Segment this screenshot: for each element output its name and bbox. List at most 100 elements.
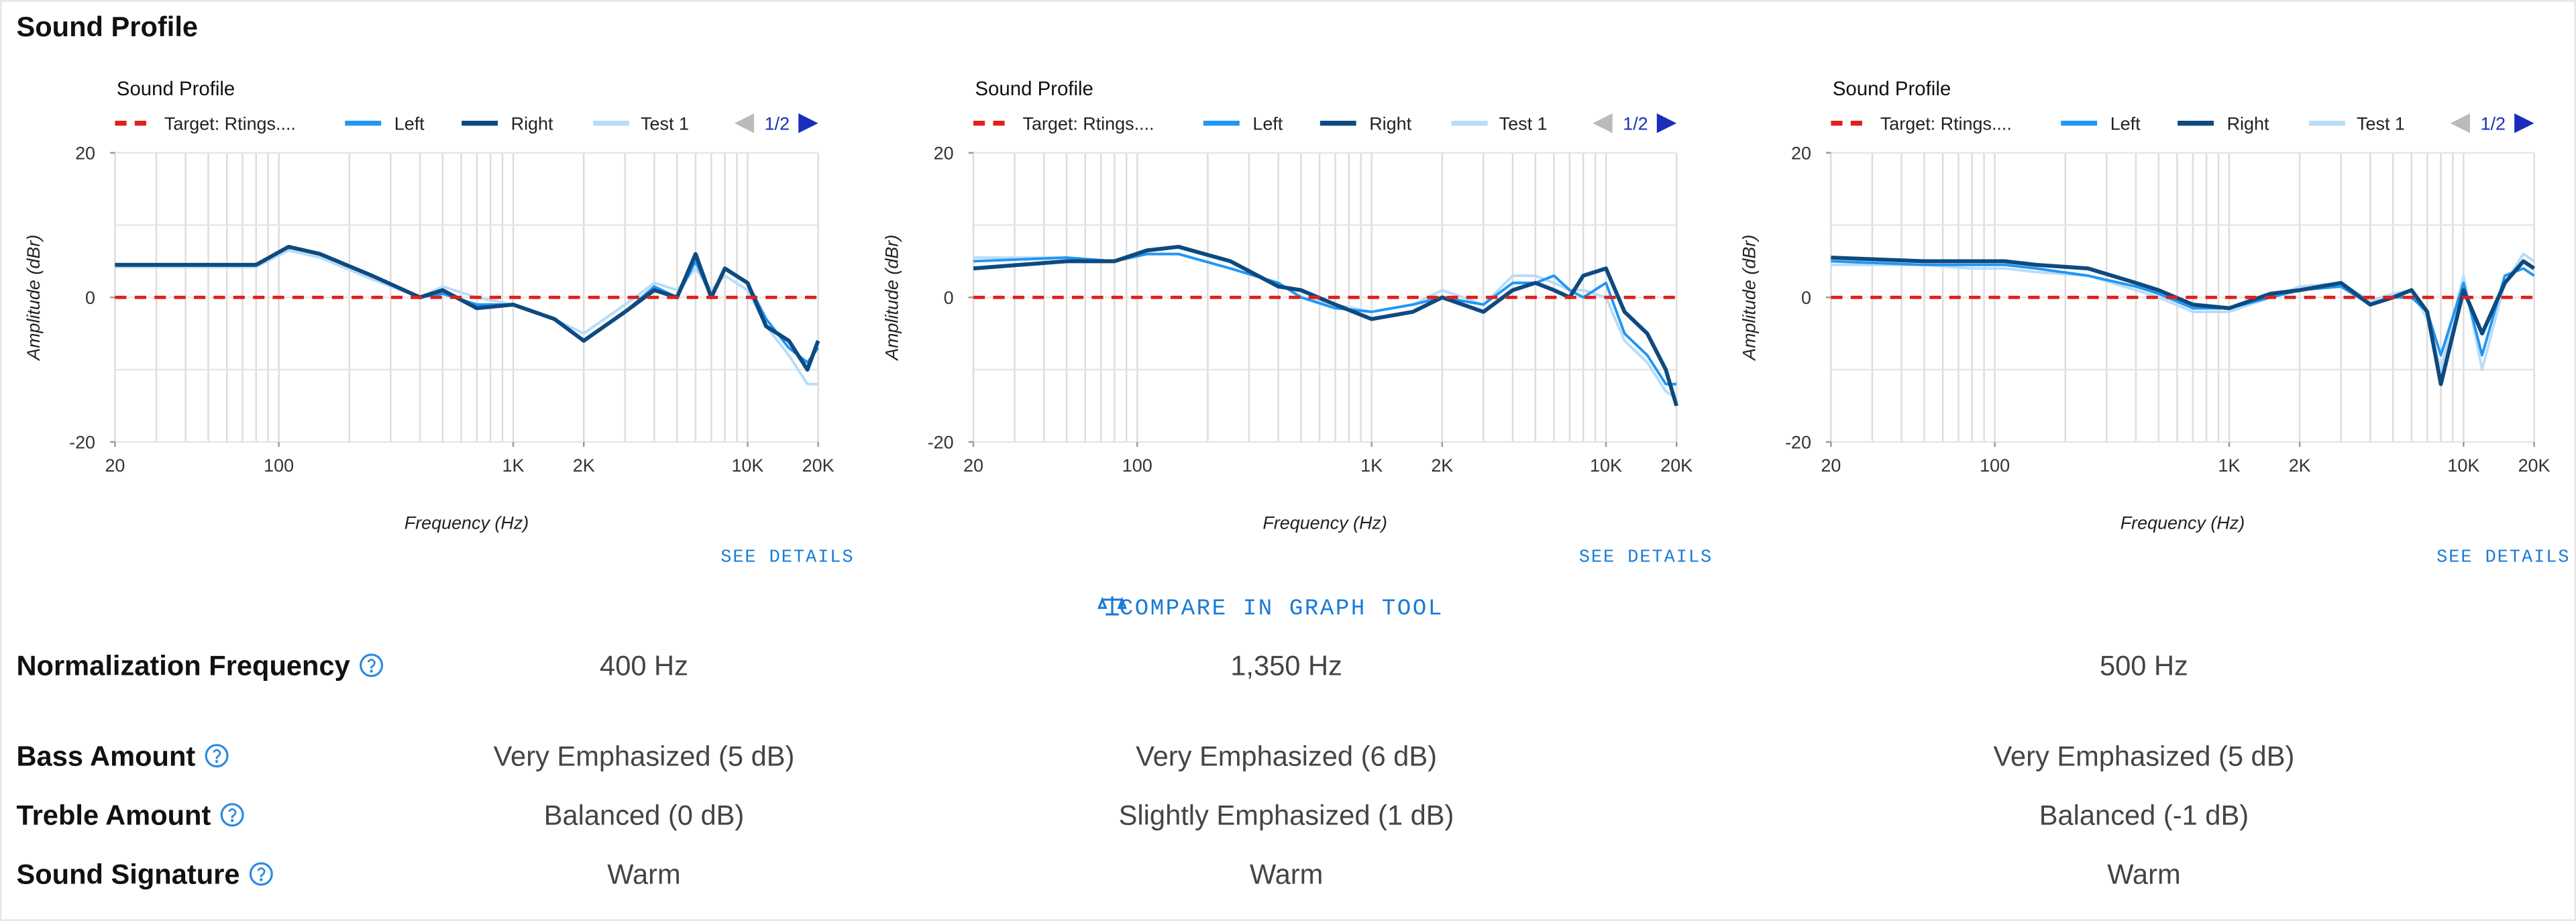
y-tick-label: 20 — [934, 144, 954, 164]
x-tick-label: 10K — [2447, 455, 2479, 476]
see-details[interactable]: SEE DETAILS — [720, 548, 854, 568]
row-value: Balanced (0 dB) — [544, 799, 745, 830]
legend-next[interactable] — [1656, 113, 1677, 133]
legend-label[interactable]: Target: Rtings.... — [1880, 114, 2012, 134]
legend-label[interactable]: Target: Rtings.... — [164, 114, 296, 134]
x-tick-label: 2K — [1431, 455, 1453, 476]
legend-page: 1/2 — [765, 114, 790, 134]
y-tick-label: 0 — [85, 288, 95, 308]
x-tick-label: 2K — [573, 455, 595, 476]
legend-label[interactable]: Test 1 — [2357, 114, 2405, 134]
help-icon[interactable] — [220, 803, 244, 827]
help-icon-mark — [367, 658, 376, 669]
charts: Sound Profile 20 0 -20 20 100 1K 2K 10K 20K Freque… — [23, 78, 2570, 568]
help-icon[interactable] — [205, 744, 229, 768]
legend-next[interactable] — [798, 113, 818, 133]
help-icon-dot — [230, 819, 234, 822]
x-axis-label: Frequency (Hz) — [405, 513, 529, 533]
chart-panel: Sound Profile 20 0 -20 20 100 1K 2K 10K 20K Freque… — [881, 78, 1713, 568]
y-tick-label: -20 — [69, 433, 95, 453]
y-axis-label: Amplitude (dBr) — [881, 235, 902, 362]
x-tick-label: 20 — [105, 455, 125, 476]
x-axis-label: Frequency (Hz) — [1263, 513, 1387, 533]
legend-label[interactable]: Right — [2227, 114, 2269, 134]
legend-prev[interactable] — [2450, 113, 2471, 133]
legend-prev[interactable] — [1593, 113, 1613, 133]
chart-panel: Sound Profile 20 0 -20 20 100 1K 2K 10K 20K Freque… — [1739, 78, 2570, 568]
row-value: Balanced (-1 dB) — [2039, 799, 2249, 830]
see-details[interactable]: SEE DETAILS — [2436, 548, 2570, 568]
x-tick-label: 100 — [264, 455, 294, 476]
legend-label[interactable]: Right — [511, 114, 553, 134]
row-label: Normalization Frequency — [16, 650, 350, 682]
row-value: 500 Hz — [2100, 650, 2188, 682]
y-axis-label: Amplitude (dBr) — [23, 235, 44, 362]
legend-prev[interactable] — [734, 113, 755, 133]
chart-panel: Sound Profile 20 0 -20 20 100 1K 2K 10K 20K Freque… — [23, 78, 854, 568]
row-value: Warm — [2107, 859, 2180, 890]
y-tick-label: 20 — [75, 144, 95, 164]
x-tick-label: 20K — [802, 455, 835, 476]
spec-table: Normalization Frequency 400 Hz 1,350 Hz 500… — [16, 650, 2294, 890]
help-icon-mark — [213, 749, 221, 759]
row-label: Bass Amount — [16, 740, 195, 771]
y-tick-label: 0 — [944, 288, 954, 308]
x-tick-label: 1K — [2218, 455, 2241, 476]
legend-label[interactable]: Left — [2110, 114, 2141, 134]
legend-page: 1/2 — [2481, 114, 2506, 134]
y-tick-label: -20 — [928, 433, 954, 453]
row-label: Sound Signature — [16, 859, 239, 890]
row-value: Very Emphasized (5 dB) — [1993, 740, 2294, 771]
row-value: Very Emphasized (6 dB) — [1136, 740, 1437, 771]
compare-link[interactable]: COMPARE IN GRAPH TOOL — [1120, 596, 1444, 622]
y-tick-label: 0 — [1801, 288, 1811, 308]
help-icon-mark — [228, 808, 237, 818]
x-tick-label: 100 — [1980, 455, 2010, 476]
x-tick-label: 20K — [2518, 455, 2551, 476]
row-value: 1,350 Hz — [1230, 650, 1342, 682]
help-icon-mark — [257, 867, 266, 877]
help-icon[interactable] — [360, 653, 384, 678]
legend-label[interactable]: Test 1 — [1499, 114, 1548, 134]
y-tick-label: 20 — [1791, 144, 1811, 164]
x-tick-label: 10K — [1590, 455, 1622, 476]
row-value: 400 Hz — [600, 650, 688, 682]
row-label: Treble Amount — [16, 799, 211, 830]
y-axis-label: Amplitude (dBr) — [1739, 235, 1760, 362]
legend-label[interactable]: Test 1 — [641, 114, 689, 134]
legend-label[interactable]: Target: Rtings.... — [1022, 114, 1154, 134]
help-icon-dot — [370, 669, 373, 673]
chart-title: Sound Profile — [117, 78, 235, 100]
x-tick-label: 2K — [2289, 455, 2311, 476]
row-value: Slightly Emphasized (1 dB) — [1119, 799, 1454, 830]
x-tick-label: 1K — [502, 455, 525, 476]
help-icon[interactable] — [249, 862, 273, 886]
row-value: Very Emphasized (5 dB) — [494, 740, 795, 771]
legend-page: 1/2 — [1623, 114, 1648, 134]
x-tick-label: 20 — [1821, 455, 1841, 476]
series-line — [1831, 256, 2536, 386]
legend-label[interactable]: Left — [394, 114, 425, 134]
legend-label[interactable]: Right — [1369, 114, 1411, 134]
x-tick-label: 20 — [963, 455, 983, 476]
help-icon-dot — [215, 759, 219, 763]
x-tick-label: 1K — [1360, 455, 1383, 476]
compare-icon — [1097, 596, 1127, 616]
legend-next[interactable] — [2514, 113, 2534, 133]
legend-label[interactable]: Left — [1252, 114, 1283, 134]
x-tick-label: 10K — [731, 455, 763, 476]
chart-title: Sound Profile — [1833, 78, 1951, 100]
row-value: Warm — [1250, 859, 1323, 890]
x-tick-label: 100 — [1122, 455, 1152, 476]
help-icon-dot — [260, 878, 263, 881]
chart-title: Sound Profile — [975, 78, 1093, 100]
see-details[interactable]: SEE DETAILS — [1579, 548, 1713, 568]
section-title: Sound Profile — [16, 11, 198, 42]
y-tick-label: -20 — [1785, 433, 1811, 453]
series-line — [973, 244, 1679, 407]
x-tick-label: 20K — [1660, 455, 1693, 476]
row-value: Warm — [607, 859, 680, 890]
